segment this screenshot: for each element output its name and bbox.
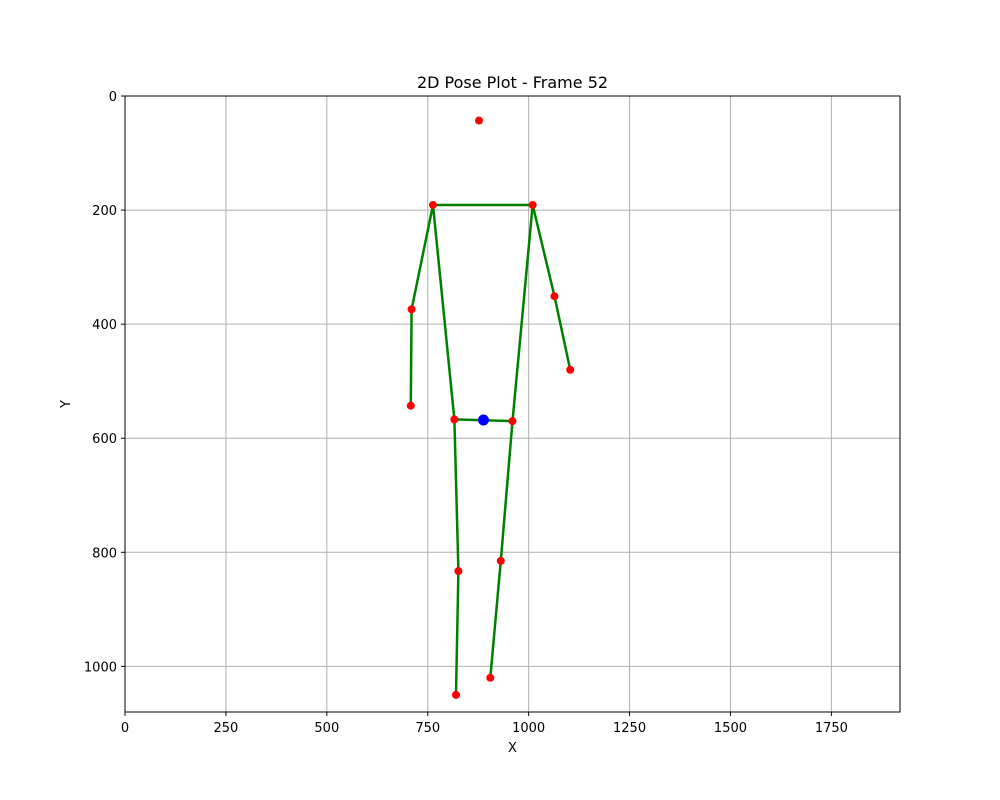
x-tick-label: 0 <box>121 721 129 736</box>
joint-point-left-wrist <box>406 401 415 410</box>
bone-right_shoulder-right_elbow <box>531 203 556 298</box>
joint-point-left-knee <box>454 567 463 576</box>
y-tick-label: 1000 <box>84 660 117 675</box>
y-tick-label: 400 <box>92 318 117 333</box>
x-tick-label: 1750 <box>815 721 848 736</box>
joint-point-right-elbow <box>550 292 559 301</box>
joint-point-right-knee <box>496 556 505 565</box>
joint-point-right-hip <box>508 417 517 426</box>
skeleton-bones <box>409 203 572 697</box>
x-tick-label: 500 <box>314 721 339 736</box>
joint-point-left-shoulder <box>428 200 437 209</box>
grid <box>124 95 900 712</box>
bone-left_shoulder-left_hip <box>431 203 456 421</box>
bone-right_elbow-right_wrist <box>553 294 572 372</box>
x-tick-label: 1250 <box>613 721 646 736</box>
x-tick-label: 250 <box>213 721 238 736</box>
x-tick-label: 750 <box>415 721 440 736</box>
joint-point-right-wrist <box>566 365 575 374</box>
joint-point-right-ankle <box>486 673 495 682</box>
joint-point-left-hip <box>450 415 459 424</box>
center-point <box>477 414 489 426</box>
plot-frame <box>124 95 901 713</box>
joint-point-left-ankle <box>451 690 460 699</box>
joint-point-head <box>474 116 483 125</box>
bone-left_hip-left_knee <box>453 418 460 573</box>
joint-point-right-shoulder <box>528 200 537 209</box>
x-tick-label: 1500 <box>714 721 747 736</box>
bone-right_knee-right_ankle <box>489 559 503 680</box>
y-tick-label: 800 <box>92 546 117 561</box>
joint-point-left-elbow <box>407 305 416 314</box>
x-tick-label: 1000 <box>512 721 545 736</box>
y-tick-label: 200 <box>92 204 117 219</box>
y-tick-label: 0 <box>109 90 117 105</box>
axis-ticks: 0 250 500 750 1000 1250 1500 1750 0 200 400 600 800 1… <box>84 90 848 736</box>
skeleton-joints <box>406 116 575 699</box>
y-axis-label: Y <box>59 400 74 409</box>
bone-right_hip-right_knee <box>499 419 514 563</box>
bone-left_elbow-left_wrist <box>409 308 413 407</box>
x-axis-label: X <box>508 741 517 756</box>
bone-left_shoulder-left_elbow <box>410 203 435 311</box>
bone-right_shoulder-right_hip <box>511 203 534 423</box>
y-tick-label: 600 <box>92 432 117 447</box>
chart-title: 2D Pose Plot - Frame 52 <box>417 73 608 92</box>
bone-left_knee-left_ankle <box>454 569 460 697</box>
